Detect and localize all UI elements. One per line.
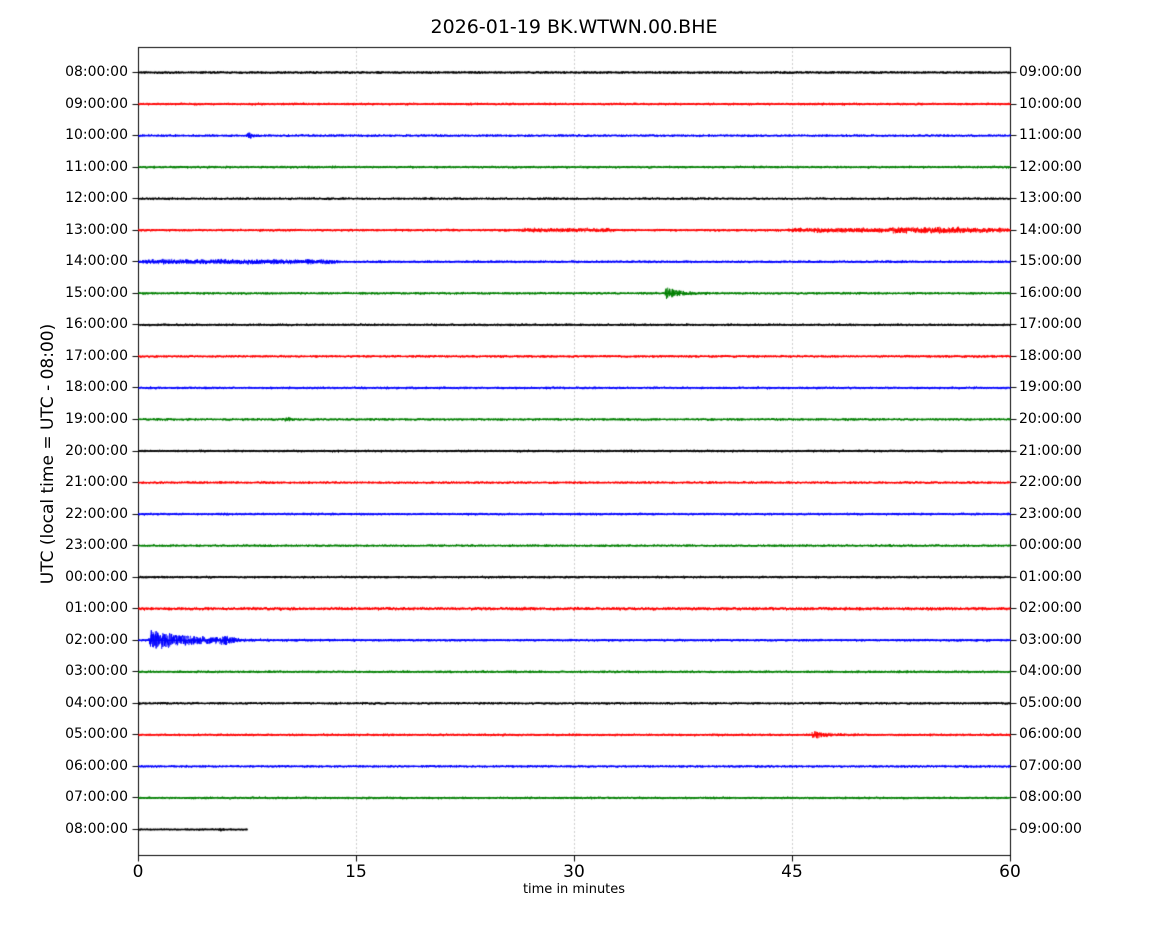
- left-time-label: 02:00:00: [65, 631, 128, 648]
- right-time-label: 04:00:00: [1019, 663, 1082, 680]
- right-time-label: 21:00:00: [1019, 442, 1082, 459]
- x-tick-label: 60: [999, 862, 1021, 882]
- right-time-label: 00:00:00: [1019, 537, 1082, 554]
- x-tick-label: 45: [781, 862, 803, 882]
- left-time-label: 07:00:00: [65, 789, 128, 806]
- left-time-label: 11:00:00: [65, 158, 128, 175]
- x-tick-label: 15: [345, 862, 367, 882]
- left-time-label: 08:00:00: [65, 64, 128, 80]
- right-time-label: 23:00:00: [1019, 505, 1082, 522]
- left-time-label: 03:00:00: [65, 663, 128, 680]
- right-time-label: 05:00:00: [1019, 694, 1082, 711]
- right-time-label: 09:00:00: [1019, 64, 1082, 80]
- left-time-label: 23:00:00: [65, 537, 128, 554]
- right-time-label: 17:00:00: [1019, 316, 1082, 333]
- right-time-label: 22:00:00: [1019, 474, 1082, 491]
- left-time-label: 04:00:00: [65, 694, 128, 711]
- right-time-label: 03:00:00: [1019, 631, 1082, 648]
- left-time-label: 17:00:00: [65, 347, 128, 364]
- right-time-label: 20:00:00: [1019, 410, 1082, 427]
- chart-title: 2026-01-19 BK.WTWN.00.BHE: [430, 16, 718, 38]
- right-time-label: 15:00:00: [1019, 253, 1082, 270]
- left-time-label: 21:00:00: [65, 474, 128, 491]
- right-time-label: 08:00:00: [1019, 789, 1082, 806]
- right-time-label: 06:00:00: [1019, 726, 1082, 743]
- left-time-label: 13:00:00: [65, 221, 128, 238]
- right-time-label: 10:00:00: [1019, 95, 1082, 112]
- left-time-label: 12:00:00: [65, 190, 128, 207]
- x-axis-label: time in minutes: [522, 882, 626, 897]
- left-time-label: 19:00:00: [65, 410, 128, 427]
- left-time-label: 20:00:00: [65, 442, 128, 459]
- right-time-label: 07:00:00: [1019, 757, 1082, 774]
- right-time-label: 11:00:00: [1019, 127, 1082, 144]
- left-time-label: 15:00:00: [65, 284, 128, 301]
- left-time-label: 18:00:00: [65, 379, 128, 396]
- right-time-label: 09:00:00: [1019, 821, 1082, 837]
- x-tick-label: 30: [563, 862, 585, 882]
- right-time-label: 14:00:00: [1019, 221, 1082, 238]
- left-time-label: 16:00:00: [65, 316, 128, 333]
- right-time-label: 01:00:00: [1019, 568, 1082, 585]
- left-time-label: 22:00:00: [65, 505, 128, 522]
- left-time-label: 06:00:00: [65, 757, 128, 774]
- right-time-label: 18:00:00: [1019, 347, 1082, 364]
- left-time-label: 08:00:00: [65, 821, 128, 837]
- x-tick-label: 0: [132, 862, 144, 882]
- left-time-label: 00:00:00: [65, 568, 128, 585]
- left-time-label: 09:00:00: [65, 95, 128, 112]
- left-time-label: 14:00:00: [65, 253, 128, 270]
- right-time-label: 19:00:00: [1019, 379, 1082, 396]
- right-time-label: 16:00:00: [1019, 284, 1082, 301]
- right-time-label: 12:00:00: [1019, 158, 1082, 175]
- left-time-label: 01:00:00: [65, 600, 128, 617]
- left-time-label: 10:00:00: [65, 127, 128, 144]
- right-time-label: 13:00:00: [1019, 190, 1082, 207]
- left-time-label: 05:00:00: [65, 726, 128, 743]
- right-time-label: 02:00:00: [1019, 600, 1082, 617]
